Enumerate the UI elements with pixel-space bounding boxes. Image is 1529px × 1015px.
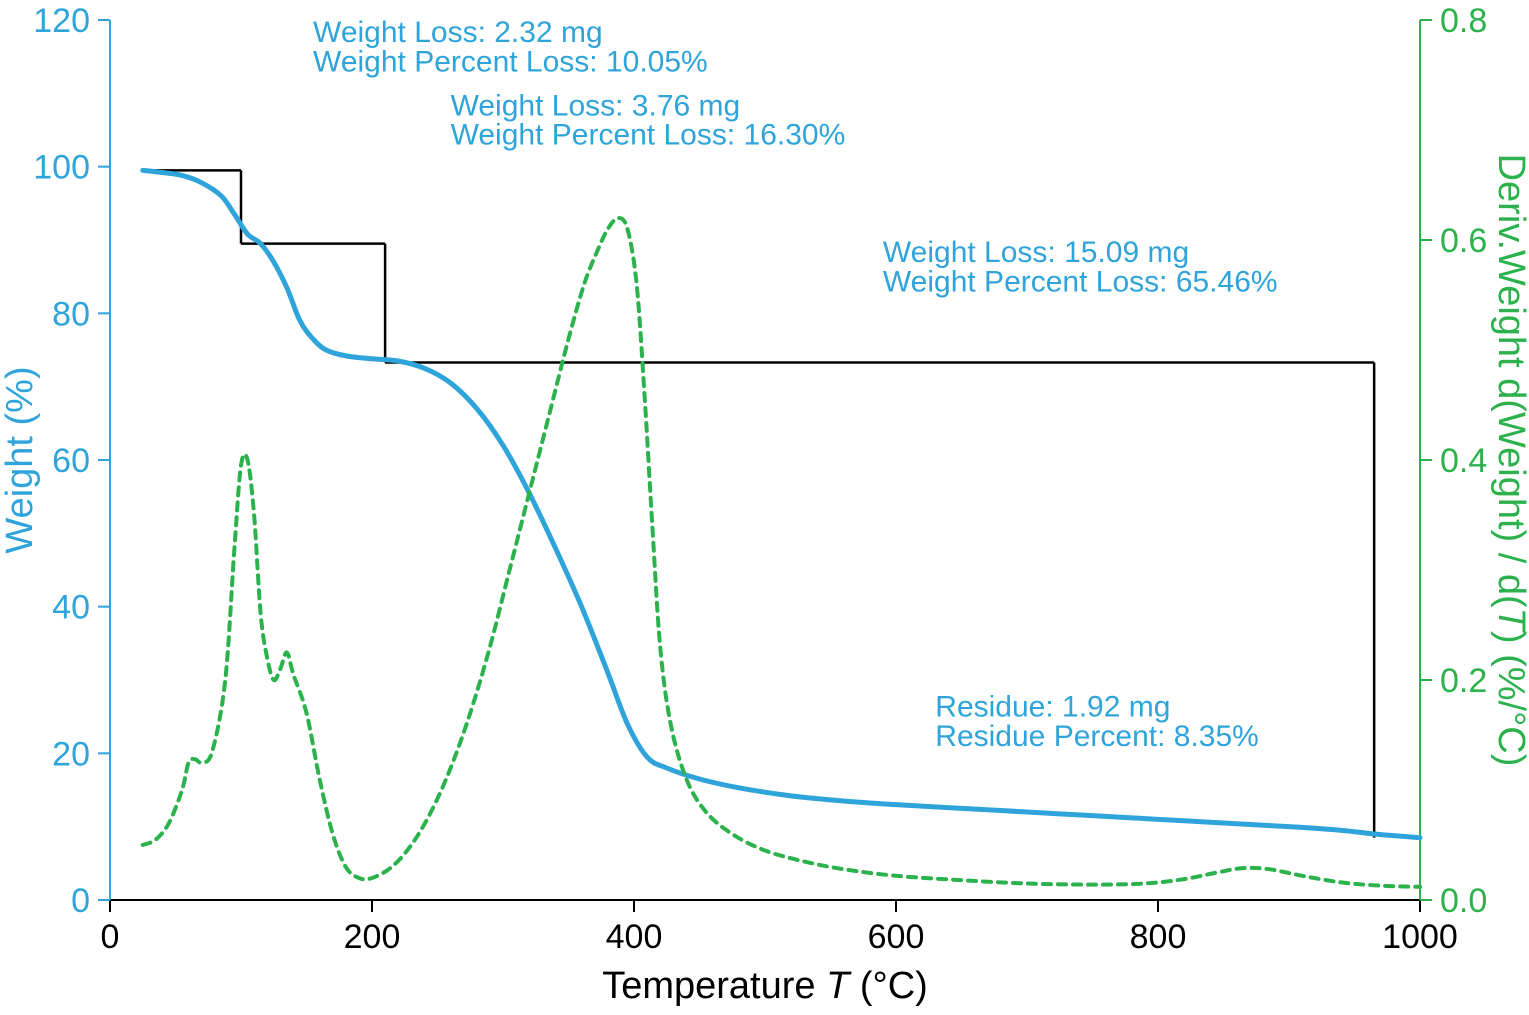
y-left-tick-label: 0 (71, 882, 90, 920)
y-right-tick-label: 0.4 (1440, 442, 1487, 480)
annotation-loss2b: Weight Percent Loss: 16.30% (451, 119, 846, 152)
chart-svg: 0 200 400 600 800 1000 0 20 40 60 80 100 120 0.0 0.2 0.… (0, 0, 1529, 1015)
annotation-loss3a: Weight Loss: 15.09 mg (883, 236, 1189, 269)
x-tick-label: 800 (1130, 918, 1187, 956)
x-tick-label: 400 (606, 918, 663, 956)
y-right-tick-label: 0.0 (1440, 882, 1487, 920)
y-left-tick-label: 100 (33, 149, 90, 187)
annotation-res1: Residue: 1.92 mg (935, 691, 1170, 724)
x-axis-label: Temperature T (°C) (602, 965, 928, 1007)
annotation-res2: Residue Percent: 8.35% (935, 720, 1259, 753)
tga-chart: 0 200 400 600 800 1000 0 20 40 60 80 100 120 0.0 0.2 0.… (0, 0, 1529, 1015)
x-tick-label: 1000 (1382, 918, 1458, 956)
x-tick-label: 200 (344, 918, 401, 956)
annotation-loss2a: Weight Loss: 3.76 mg (451, 89, 741, 122)
y-left-tick-label: 80 (52, 295, 90, 333)
annotation-loss1a: Weight Loss: 2.32 mg (313, 16, 603, 49)
y-right-tick-label: 0.8 (1440, 2, 1487, 40)
annotation-loss3b: Weight Percent Loss: 65.46% (883, 265, 1278, 298)
y-right-tick-label: 0.2 (1440, 662, 1487, 700)
y-right-axis-label: Deriv.Weight d(Weight) / d(T) (%/°C) (1490, 154, 1529, 767)
y-left-tick-label: 60 (52, 442, 90, 480)
y-left-tick-label: 40 (52, 589, 90, 627)
y-left-axis-label: Weight (%) (0, 366, 41, 553)
x-tick-label: 600 (868, 918, 925, 956)
annotation-loss1b: Weight Percent Loss: 10.05% (313, 45, 708, 78)
chart-bg (0, 0, 1529, 1015)
y-right-tick-label: 0.6 (1440, 222, 1487, 260)
x-tick-label: 0 (101, 918, 120, 956)
y-left-tick-label: 120 (33, 2, 90, 40)
y-left-tick-label: 20 (52, 735, 90, 773)
